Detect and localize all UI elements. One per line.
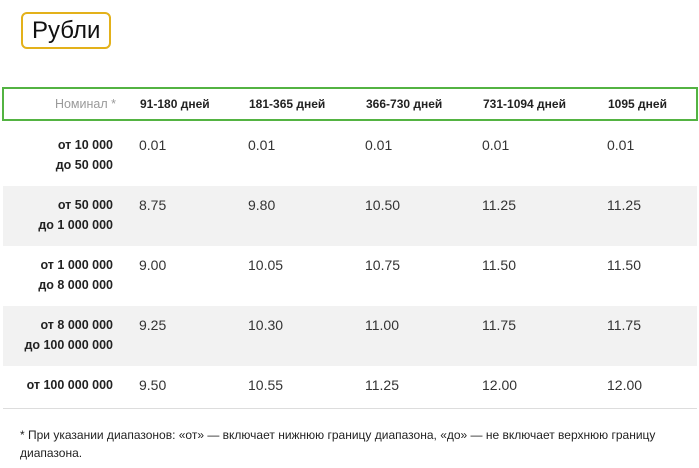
table-row: от 10 000 до 50 000 0.01 0.01 0.01 0.01 … bbox=[3, 126, 697, 186]
row-amount-range: от 8 000 000 до 100 000 000 bbox=[24, 315, 113, 355]
rate-cell: 9.50 bbox=[139, 377, 167, 393]
table-row: от 50 000 до 1 000 000 8.75 9.80 10.50 1… bbox=[3, 186, 697, 246]
column-header-181-365: 181-365 дней bbox=[249, 97, 326, 111]
table-row: от 100 000 000 9.50 10.55 11.25 12.00 12… bbox=[3, 366, 697, 406]
rate-cell: 11.00 bbox=[365, 317, 399, 333]
rate-cell: 0.01 bbox=[607, 137, 635, 153]
rate-cell: 0.01 bbox=[482, 137, 510, 153]
rate-cell: 10.75 bbox=[365, 257, 401, 273]
rate-cell: 11.50 bbox=[607, 257, 641, 273]
range-to: до 50 000 bbox=[55, 158, 113, 172]
rate-cell: 11.25 bbox=[482, 197, 516, 213]
table-header-row: Номинал * 91-180 дней 181-365 дней 366-7… bbox=[2, 87, 698, 121]
rate-cell: 0.01 bbox=[365, 137, 393, 153]
rate-cell: 10.55 bbox=[248, 377, 284, 393]
range-to: до 1 000 000 bbox=[38, 218, 113, 232]
rate-cell: 11.25 bbox=[607, 197, 641, 213]
range-to: до 8 000 000 bbox=[38, 278, 113, 292]
column-header-366-730: 366-730 дней bbox=[366, 97, 443, 111]
currency-tab-rubles[interactable]: Рубли bbox=[21, 12, 112, 49]
row-amount-range: от 50 000 до 1 000 000 bbox=[38, 195, 113, 235]
table-row: от 1 000 000 до 8 000 000 9.00 10.05 10.… bbox=[3, 246, 697, 306]
row-amount-range: от 10 000 до 50 000 bbox=[56, 135, 113, 175]
range-from: от 1 000 000 bbox=[40, 258, 113, 272]
range-to: до 100 000 000 bbox=[24, 338, 113, 352]
rate-cell: 0.01 bbox=[139, 137, 167, 153]
column-header-1095: 1095 дней bbox=[608, 97, 667, 111]
rate-cell: 9.25 bbox=[139, 317, 167, 333]
currency-tab-label: Рубли bbox=[32, 16, 101, 44]
row-amount-range: от 100 000 000 bbox=[27, 375, 113, 395]
footnote-text: * При указании диапазонов: «от» — включа… bbox=[20, 428, 656, 460]
rate-cell: 11.50 bbox=[482, 257, 516, 273]
rate-cell: 11.25 bbox=[365, 377, 399, 393]
range-from: от 10 000 bbox=[57, 138, 113, 152]
rate-cell: 9.80 bbox=[248, 197, 276, 213]
column-header-731-1094: 731-1094 дней bbox=[483, 97, 566, 111]
rate-cell: 12.00 bbox=[607, 377, 643, 393]
range-from: от 100 000 000 bbox=[26, 378, 113, 392]
rate-cell: 11.75 bbox=[607, 317, 641, 333]
rate-cell: 11.75 bbox=[482, 317, 516, 333]
rate-cell: 10.05 bbox=[248, 257, 284, 273]
table-row: от 8 000 000 до 100 000 000 9.25 10.30 1… bbox=[3, 306, 697, 366]
rate-cell: 10.50 bbox=[365, 197, 401, 213]
range-from: от 50 000 bbox=[57, 198, 113, 212]
rate-cell: 0.01 bbox=[248, 137, 276, 153]
rate-cell: 8.75 bbox=[139, 197, 167, 213]
row-amount-range: от 1 000 000 до 8 000 000 bbox=[38, 255, 113, 295]
rates-table: Номинал * 91-180 дней 181-365 дней 366-7… bbox=[2, 87, 698, 406]
rate-cell: 12.00 bbox=[482, 377, 518, 393]
column-header-91-180: 91-180 дней bbox=[140, 97, 210, 111]
rate-cell: 9.00 bbox=[139, 257, 167, 273]
nominal-column-header: Номинал * bbox=[54, 97, 116, 111]
rate-cell: 10.30 bbox=[248, 317, 284, 333]
range-from: от 8 000 000 bbox=[40, 318, 113, 332]
footnote-divider bbox=[3, 408, 697, 409]
